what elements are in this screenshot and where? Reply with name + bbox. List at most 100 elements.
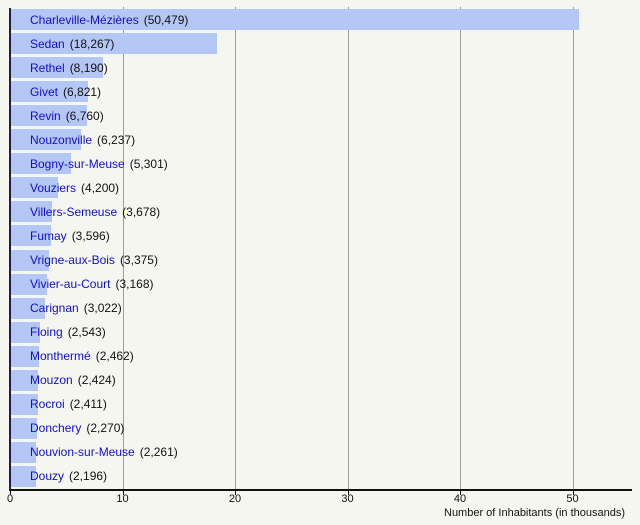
city-link[interactable]: Charleville-Mézières — [30, 12, 139, 27]
bar-label: Villers-Semeuse (3,678) — [30, 201, 160, 222]
city-link[interactable]: Nouzonville — [30, 132, 93, 147]
city-link[interactable]: Vouziers — [30, 180, 77, 195]
x-tick-mark — [122, 491, 124, 495]
city-link[interactable]: Fumay — [30, 228, 67, 243]
x-tick-label: 30 — [341, 493, 354, 505]
population-value: (2,411) — [69, 397, 107, 412]
population-bar — [11, 441, 37, 463]
x-tick-mark — [460, 491, 461, 495]
city-link[interactable]: Revin — [30, 108, 61, 123]
x-tick-mark — [572, 491, 574, 495]
population-bar — [11, 297, 45, 319]
gridline — [235, 7, 236, 490]
bar-label: Bogny-sur-Meuse (5,301) — [30, 153, 168, 174]
population-bar — [11, 345, 39, 367]
bar-label: Carignan (3,022) — [30, 298, 122, 319]
x-axis-title: Number of Inhabitants (in thousands) — [444, 507, 625, 519]
bar-label: Vouziers (4,200) — [30, 177, 119, 198]
bar-label: Charleville-Mézières (50,479) — [30, 9, 188, 30]
city-link[interactable]: Sedan — [30, 36, 65, 51]
bar-label: Monthermé (2,462) — [30, 346, 134, 367]
population-bar — [11, 153, 71, 175]
city-link[interactable]: Floing — [30, 325, 63, 340]
population-bar — [11, 249, 49, 271]
city-link[interactable]: Bogny-sur-Meuse — [30, 156, 125, 171]
x-tick-label: 40 — [453, 493, 467, 505]
gridline — [122, 7, 124, 490]
x-tick-mark — [347, 491, 349, 495]
population-value: (4,200) — [81, 180, 120, 195]
population-value: (3,678) — [122, 204, 161, 219]
x-axis-line — [9, 489, 632, 491]
bar-label: Vivier-au-Court (3,168) — [30, 274, 154, 295]
population-value: (2,462) — [95, 349, 134, 364]
bar-label: Fumay (3,596) — [30, 225, 110, 246]
x-tick-mark — [10, 491, 11, 495]
city-link[interactable]: Nouvion-sur-Meuse — [30, 445, 135, 460]
population-value: (6,821) — [63, 84, 102, 99]
population-value: (2,196) — [69, 469, 108, 484]
population-value: (3,022) — [83, 301, 122, 316]
population-bar — [11, 129, 82, 151]
population-bar — [11, 81, 88, 103]
bar-label: Rethel (8,190) — [30, 57, 108, 78]
population-value: (3,168) — [115, 277, 154, 292]
gridline — [347, 7, 349, 490]
city-link[interactable]: Douzy — [30, 469, 65, 484]
city-link[interactable]: Villers-Semeuse — [30, 204, 118, 219]
population-bar — [11, 321, 40, 343]
bar-label: Vrigne-aux-Bois (3,375) — [30, 250, 158, 271]
population-value: (3,596) — [71, 228, 110, 243]
population-bar — [11, 177, 59, 199]
population-value: (6,237) — [97, 132, 136, 147]
population-bar — [11, 393, 39, 415]
population-value: (3,375) — [119, 253, 158, 267]
bar-label: Rocroi (2,411) — [30, 394, 107, 415]
city-link[interactable]: Mouzon — [30, 373, 73, 388]
bar-label: Mouzon (2,424) — [30, 370, 116, 391]
population-bar — [11, 369, 39, 391]
population-bar — [11, 417, 37, 439]
city-link[interactable]: Rocroi — [30, 397, 65, 412]
city-link[interactable]: Vivier-au-Court — [30, 277, 111, 292]
population-bar — [11, 465, 36, 487]
gridline — [460, 7, 461, 490]
bar-label: Douzy (2,196) — [30, 466, 107, 487]
x-tick-mark — [235, 491, 236, 495]
gridline — [572, 7, 574, 490]
bar-label: Givet (6,821) — [30, 81, 101, 102]
city-link[interactable]: Carignan — [30, 301, 79, 316]
population-value: (2,270) — [86, 421, 125, 436]
population-bar — [11, 57, 104, 79]
bar-label: Sedan (18,267) — [30, 33, 114, 54]
x-tick-label: 50 — [566, 493, 579, 505]
city-link[interactable]: Monthermé — [30, 349, 91, 364]
population-value: (6,760) — [65, 108, 104, 123]
population-value: (8,190) — [69, 60, 108, 75]
population-value: (5,301) — [129, 156, 168, 171]
bar-label: Nouzonville (6,237) — [30, 129, 135, 150]
y-axis-line — [9, 8, 11, 491]
bar-label: Revin (6,760) — [30, 105, 104, 126]
city-link[interactable]: Donchery — [30, 421, 82, 436]
population-value: (2,424) — [77, 373, 116, 388]
bar-label: Donchery (2,270) — [30, 418, 124, 439]
population-value: (2,261) — [139, 445, 178, 460]
population-bar — [11, 105, 88, 127]
population-value: (18,267) — [69, 36, 115, 51]
population-bar — [11, 225, 52, 247]
population-bar — [11, 9, 579, 30]
population-bar — [11, 273, 47, 295]
population-bar — [11, 33, 217, 55]
bar-label: Nouvion-sur-Meuse (2,261) — [30, 442, 178, 463]
population-bar — [11, 201, 53, 223]
x-tick-label: 10 — [116, 493, 129, 505]
city-link[interactable]: Rethel — [30, 60, 65, 75]
city-link[interactable]: Givet — [30, 84, 59, 99]
population-value: (2,543) — [67, 325, 106, 340]
population-value: (50,479) — [143, 12, 189, 27]
city-link[interactable]: Vrigne-aux-Bois — [30, 253, 115, 267]
bar-label: Floing (2,543) — [30, 322, 106, 343]
x-tick-label: 20 — [228, 493, 242, 505]
